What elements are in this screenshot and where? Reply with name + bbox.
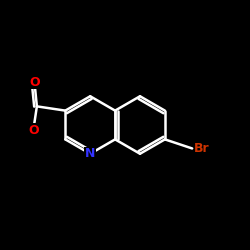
Text: O: O — [29, 76, 40, 88]
Text: N: N — [85, 147, 96, 160]
Text: O: O — [28, 124, 38, 137]
Text: Br: Br — [194, 142, 210, 155]
